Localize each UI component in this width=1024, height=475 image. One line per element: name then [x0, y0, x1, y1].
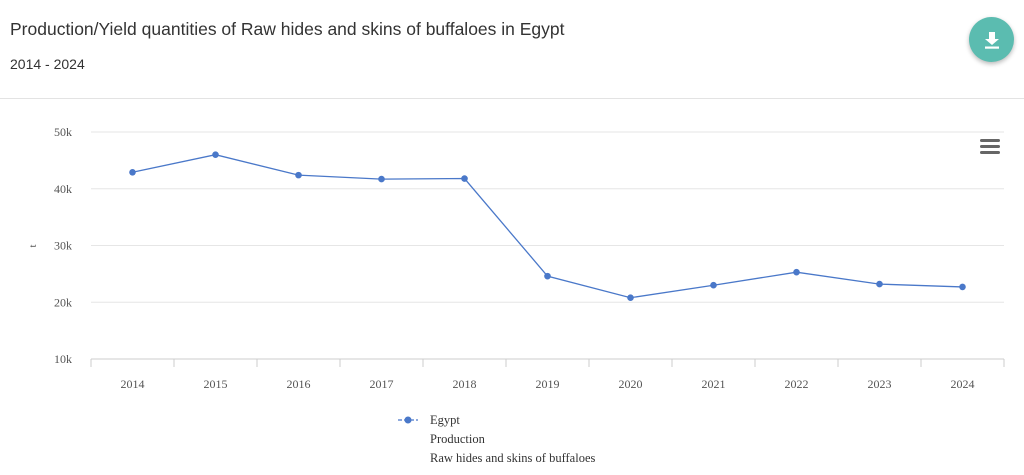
data-point[interactable]	[793, 268, 800, 276]
data-point[interactable]	[544, 272, 551, 280]
y-axis-label: t	[27, 244, 39, 247]
data-point[interactable]	[378, 175, 385, 183]
x-tick-label: 2015	[204, 377, 228, 391]
data-point[interactable]	[710, 281, 717, 289]
chart-subtitle: 2014 - 2024	[10, 56, 85, 72]
download-button[interactable]	[969, 17, 1014, 62]
y-tick-label: 30k	[54, 239, 72, 253]
line-chart: 2014 2015 2016 2017 2018 2019 2020 2021 2022 2023…	[27, 125, 1006, 465]
x-tick-label: 2023	[868, 377, 892, 391]
data-point[interactable]	[627, 294, 634, 302]
x-tick-label: 2019	[536, 377, 560, 391]
hamburger-menu-icon	[980, 139, 1000, 154]
legend-item-egypt: Egypt	[430, 413, 460, 427]
x-tick-label: 2016	[287, 377, 311, 391]
x-tick-label: 2024	[951, 377, 975, 391]
chart-header: Production/Yield quantities of Raw hides…	[0, 0, 1024, 99]
data-point[interactable]	[295, 171, 302, 179]
series-egypt[interactable]	[129, 151, 966, 302]
gridlines	[91, 131, 1004, 360]
data-point[interactable]	[461, 175, 468, 182]
y-tick-label: 50k	[54, 125, 72, 139]
x-tick-label: 2021	[702, 377, 726, 391]
y-tick-label: 10k	[54, 352, 72, 366]
data-point[interactable]	[212, 151, 219, 158]
x-tick-label: 2018	[453, 377, 477, 391]
y-tick-label: 40k	[54, 182, 72, 196]
legend-item-product: Raw hides and skins of buffaloes	[430, 451, 596, 465]
x-tick-label: 2020	[619, 377, 643, 391]
chart-menu-button[interactable]	[974, 133, 1006, 157]
x-tick-label: 2017	[370, 377, 394, 391]
y-tick-label: 20k	[54, 295, 72, 309]
x-tick-label: 2014	[121, 377, 145, 391]
chart-title: Production/Yield quantities of Raw hides…	[10, 19, 565, 39]
y-axis-ticks: 10k 20k 30k 40k 50k	[54, 125, 72, 366]
data-point[interactable]	[959, 283, 966, 291]
data-point[interactable]	[129, 168, 136, 176]
legend-item-element: Production	[430, 432, 486, 446]
legend[interactable]: Egypt Production Raw hides and skins of …	[398, 413, 596, 465]
header-divider	[0, 98, 1024, 99]
x-tick-label: 2022	[785, 377, 809, 391]
x-axis: 2014 2015 2016 2017 2018 2019 2020 2021 2022 2023…	[90, 359, 1005, 391]
download-icon	[984, 31, 999, 49]
legend-marker-symbol	[404, 416, 412, 424]
data-point[interactable]	[876, 280, 883, 288]
